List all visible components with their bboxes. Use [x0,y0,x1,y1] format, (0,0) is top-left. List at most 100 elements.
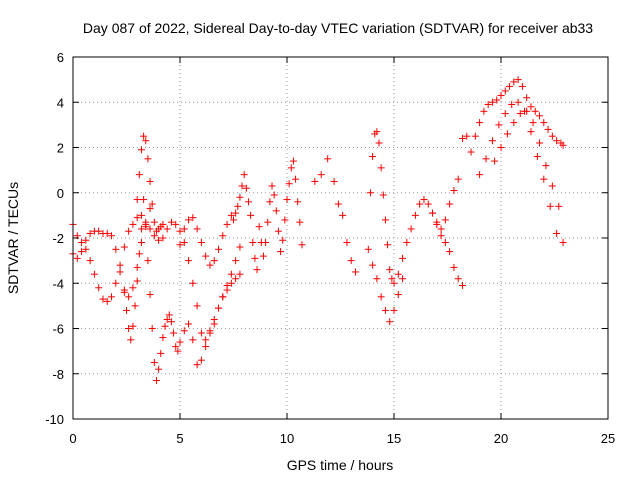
data-point [193,302,201,310]
data-point [523,107,531,115]
data-point [202,252,210,260]
data-point [135,250,143,258]
data-point [219,232,227,240]
data-point [272,207,280,215]
data-point [458,282,466,290]
data-point [73,254,81,262]
data-point [540,175,548,183]
data-point [454,175,462,183]
data-point [281,216,289,224]
data-point [131,302,139,310]
data-point [123,306,130,314]
data-point [176,338,184,346]
data-point [215,245,223,253]
data-point [493,96,501,104]
data-point [542,162,550,170]
data-point [553,229,561,237]
data-point [242,184,250,192]
data-point [296,218,304,226]
data-point [170,329,178,337]
data-point [390,279,398,287]
data-point [125,325,133,332]
data-point [347,257,355,265]
data-point [377,164,385,172]
data-point [249,239,257,247]
data-point [446,200,454,208]
x-tick-label: 20 [494,431,508,446]
data-point [159,220,167,228]
data-point [559,239,567,247]
y-tick-label: -10 [45,412,64,427]
data-point [450,263,458,271]
data-point [197,239,205,247]
data-point [287,164,295,172]
data-point [189,279,197,287]
data-point [172,220,180,228]
data-point [548,182,556,190]
grid-lines [73,57,608,419]
data-point [232,275,240,283]
data-point [381,306,389,314]
data-point [180,327,188,335]
data-point [488,137,496,145]
data-point [215,304,223,312]
data-point [369,261,377,269]
data-point [137,225,145,233]
data-point [137,211,145,219]
data-point [437,225,445,233]
chart-title: Day 087 of 2022, Sidereal Day-to-day VTE… [83,20,593,36]
x-tick-label: 0 [69,431,76,446]
data-point [403,239,411,247]
data-point [255,223,263,231]
data-point [140,132,148,140]
data-point [174,347,182,355]
data-point [125,227,133,235]
data-point [510,78,518,86]
data-point [150,358,158,366]
data-point [268,182,276,190]
data-point [142,223,150,231]
data-point [125,293,133,301]
data-point [508,101,516,109]
data-point [375,139,383,147]
data-point [144,257,152,265]
data-point [553,137,561,145]
data-point [193,361,201,369]
data-point [384,241,392,249]
data-point [159,234,167,242]
data-point [510,119,518,127]
data-point [388,275,396,283]
data-point [266,198,274,206]
data-point [548,132,556,140]
data-point [339,211,347,219]
data-point [420,196,428,204]
data-point [82,236,90,244]
data-point [185,216,193,224]
data-point [133,196,141,204]
data-point [185,257,193,265]
data-point [202,336,210,344]
data-point [399,254,407,262]
data-point [236,270,244,278]
data-point [334,200,342,208]
data-point [351,268,359,276]
data-point [167,218,175,226]
data-point [446,248,454,256]
data-point [129,322,137,330]
data-point [240,171,248,179]
data-point [540,119,548,127]
x-tick-labels: 0 5 10 15 20 25 [69,431,615,446]
data-point [482,155,490,163]
data-point [503,130,511,138]
data-point [497,144,505,151]
data-point [148,200,156,208]
data-point [330,177,338,185]
data-point [458,134,466,142]
data-point [454,275,462,283]
data-points [69,76,567,385]
data-point [559,141,567,149]
data-point [180,225,188,233]
data-point [366,189,374,197]
data-point [232,257,240,265]
data-point [399,275,407,283]
